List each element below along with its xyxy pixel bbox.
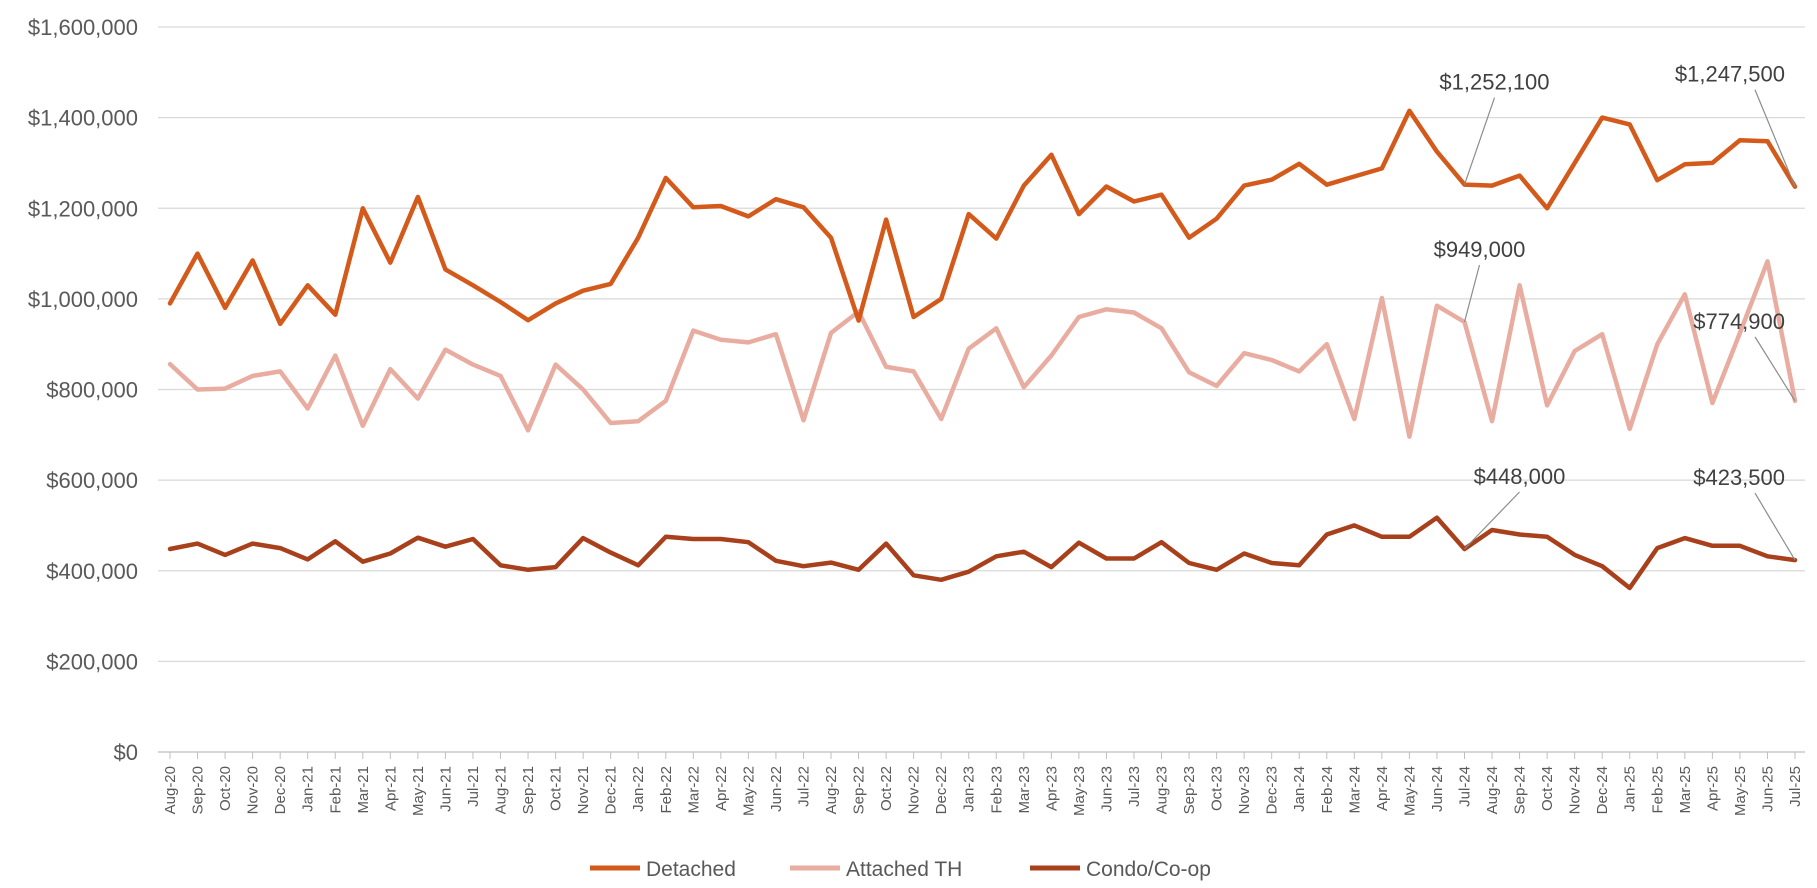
legend: Detached Attached TH Condo/Co-op [590, 858, 1211, 881]
annotation-leader [1463, 97, 1496, 185]
x-tick-label: Aug-24 [1484, 766, 1501, 814]
x-tick-label: May-25 [1732, 766, 1749, 816]
y-tick-label: $1,600,000 [28, 15, 138, 40]
annotation-label: $949,000 [1434, 237, 1526, 262]
legend-label-detached: Detached [646, 858, 736, 881]
x-tick-label: Oct-24 [1539, 766, 1556, 811]
annotation-label: $1,247,500 [1675, 62, 1785, 87]
series-lines [167, 108, 1798, 591]
x-tick-label: Mar-21 [355, 766, 372, 814]
x-tick-label: Jun-24 [1429, 766, 1446, 812]
x-tick-label: Jul-22 [795, 766, 812, 807]
series-line-condo-co-op [167, 515, 1798, 591]
annotation-label: $1,252,100 [1439, 70, 1549, 95]
x-tick-label: Jan-21 [300, 766, 317, 812]
x-tick-label: Jan-24 [1291, 766, 1308, 812]
x-tick-label: Feb-24 [1319, 766, 1336, 814]
x-tick-label: Dec-24 [1594, 766, 1611, 814]
series-line-detached [167, 108, 1798, 327]
x-tick-label: Apr-24 [1374, 766, 1391, 811]
annotation-leader [1754, 492, 1796, 561]
y-axis-ticks: $0 $200,000 $400,000 $600,000 $800,000 $1,000… [28, 15, 138, 765]
x-tick-label: Feb-25 [1649, 766, 1666, 814]
x-tick-label: Dec-21 [603, 766, 620, 814]
x-tick-label: May-22 [740, 766, 757, 816]
x-tick-label: Nov-20 [245, 766, 262, 814]
x-tick-label: Aug-22 [823, 766, 840, 814]
annotation-label: $448,000 [1474, 464, 1566, 489]
x-tick-label: Aug-20 [162, 766, 179, 814]
annotation-leader [1463, 264, 1481, 323]
x-tick-label: Mar-23 [1016, 766, 1033, 814]
y-tick-label: $1,200,000 [28, 196, 138, 221]
x-axis-ticks: Aug-20 Sep-20 Oct-20 Nov-20 Dec-20 Jan-21 Feb-… [162, 752, 1804, 816]
x-tick-label: Jan-23 [961, 766, 978, 812]
x-tick-label: Dec-22 [933, 766, 950, 814]
x-tick-label: Nov-22 [906, 766, 923, 814]
x-tick-label: Dec-20 [272, 766, 289, 814]
x-tick-label: Mar-25 [1677, 766, 1694, 814]
legend-label-condo-co-op: Condo/Co-op [1086, 858, 1211, 881]
legend-label-attached-th: Attached TH [846, 858, 962, 881]
annotation-leader [1464, 491, 1520, 550]
x-tick-label: May-21 [410, 766, 427, 816]
x-tick-label: May-23 [1071, 766, 1088, 816]
annotation-leader [1754, 89, 1796, 187]
x-tick-label: Nov-24 [1567, 766, 1584, 814]
y-tick-label: $400,000 [46, 559, 138, 584]
x-tick-label: Sep-22 [851, 766, 868, 814]
x-tick-label: Mar-22 [685, 766, 702, 814]
x-tick-label: Apr-21 [382, 766, 399, 811]
x-tick-label: Jul-23 [1126, 766, 1143, 807]
x-tick-label: May-24 [1401, 766, 1418, 816]
x-tick-label: Sep-21 [520, 766, 537, 814]
y-tick-label: $1,400,000 [28, 106, 138, 131]
x-tick-label: Jan-25 [1622, 766, 1639, 812]
y-tick-label: $600,000 [46, 468, 138, 493]
y-tick-label: $0 [114, 740, 138, 765]
x-tick-label: Jul-21 [465, 766, 482, 807]
x-tick-label: Aug-23 [1154, 766, 1171, 814]
x-tick-label: Feb-22 [658, 766, 675, 814]
x-tick-label: Jan-22 [630, 766, 647, 812]
x-tick-label: Jul-24 [1456, 766, 1473, 807]
x-tick-label: Sep-20 [190, 766, 207, 814]
x-tick-label: Nov-23 [1236, 766, 1253, 814]
x-tick-label: Nov-21 [575, 766, 592, 814]
annotation-leader [1754, 336, 1796, 402]
y-tick-label: $200,000 [46, 649, 138, 674]
gridlines [158, 26, 1805, 753]
x-tick-label: Oct-22 [878, 766, 895, 811]
x-tick-label: Oct-21 [548, 766, 565, 811]
x-tick-label: Jun-21 [437, 766, 454, 812]
x-tick-label: Sep-24 [1512, 766, 1529, 814]
x-tick-label: Aug-21 [493, 766, 510, 814]
x-tick-label: Feb-23 [988, 766, 1005, 814]
x-tick-label: Dec-23 [1264, 766, 1281, 814]
series-line-attached-th [167, 259, 1798, 439]
x-tick-label: Sep-23 [1181, 766, 1198, 814]
x-tick-label: Mar-24 [1346, 766, 1363, 814]
y-tick-label: $1,000,000 [28, 287, 138, 312]
y-tick-label: $800,000 [46, 378, 138, 403]
x-tick-label: Jul-25 [1787, 766, 1804, 807]
x-tick-label: Apr-25 [1704, 766, 1721, 811]
x-tick-label: Oct-23 [1209, 766, 1226, 811]
data-annotations: $1,252,100 $1,247,500 $949,000 $774,900 $448… [1434, 62, 1796, 561]
x-tick-label: Jun-23 [1098, 766, 1115, 812]
x-tick-label: Jun-25 [1759, 766, 1776, 812]
x-tick-label: Apr-23 [1043, 766, 1060, 811]
annotation-label: $774,900 [1693, 309, 1785, 334]
x-tick-label: Oct-20 [217, 766, 234, 811]
x-tick-label: Feb-21 [327, 766, 344, 814]
x-tick-label: Apr-22 [713, 766, 730, 811]
x-tick-label: Jun-22 [768, 766, 785, 812]
annotation-label: $423,500 [1693, 465, 1785, 490]
